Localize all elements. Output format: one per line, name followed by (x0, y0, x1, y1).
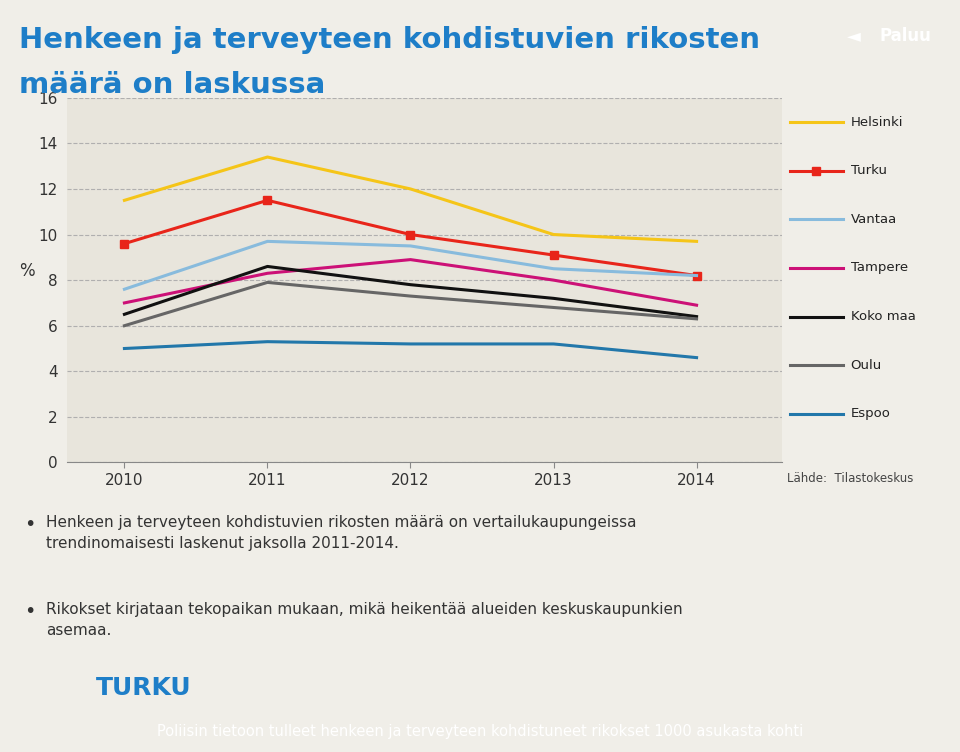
Espoo (262, 337, 274, 346)
Text: Koko maa: Koko maa (851, 310, 916, 323)
Text: määrä on laskussa: määrä on laskussa (19, 71, 325, 99)
Line: Oulu: Oulu (125, 283, 697, 326)
Oulu (119, 321, 131, 330)
Turku (405, 230, 417, 239)
Koko maa (262, 262, 274, 271)
Espoo (691, 353, 703, 362)
Vantaa (262, 237, 274, 246)
Koko maa (548, 294, 560, 303)
Koko maa (119, 310, 131, 319)
Line: Helsinki: Helsinki (125, 157, 697, 241)
Tampere (405, 255, 417, 264)
Koko maa (405, 280, 417, 290)
Tampere (119, 299, 131, 308)
Vantaa (548, 264, 560, 273)
Text: Rikokset kirjataan tekopaikan mukaan, mikä heikentää alueiden keskuskaupunkien
a: Rikokset kirjataan tekopaikan mukaan, mi… (46, 602, 683, 638)
Text: ◄: ◄ (847, 27, 861, 45)
Text: Poliisin tietoon tulleet henkeen ja terveyteen kohdistuneet rikokset 1000 asukas: Poliisin tietoon tulleet henkeen ja terv… (156, 724, 804, 738)
Helsinki (262, 153, 274, 162)
Line: Turku: Turku (120, 196, 701, 280)
Text: Paluu: Paluu (879, 27, 931, 45)
Text: Lähde:  Tilastokeskus: Lähde: Tilastokeskus (787, 472, 914, 484)
Oulu (405, 292, 417, 301)
Text: •: • (24, 515, 36, 534)
Tampere (548, 276, 560, 285)
Helsinki (691, 237, 703, 246)
Text: Henkeen ja terveyteen kohdistuvien rikosten: Henkeen ja terveyteen kohdistuvien rikos… (19, 26, 760, 54)
Turku (691, 271, 703, 280)
Turku (548, 250, 560, 259)
Turku (262, 196, 274, 205)
Vantaa (691, 271, 703, 280)
Line: Tampere: Tampere (125, 259, 697, 305)
Oulu (262, 278, 274, 287)
Text: Oulu: Oulu (851, 359, 882, 371)
Espoo (119, 344, 131, 353)
Line: Vantaa: Vantaa (125, 241, 697, 290)
Text: Tampere: Tampere (851, 262, 908, 274)
Text: •: • (24, 602, 36, 620)
Line: Espoo: Espoo (125, 341, 697, 358)
Espoo (405, 339, 417, 348)
Text: Turku: Turku (851, 164, 887, 177)
Text: TURKU: TURKU (96, 676, 192, 700)
Text: Helsinki: Helsinki (851, 116, 903, 129)
Y-axis label: %: % (19, 262, 35, 280)
Tampere (691, 301, 703, 310)
Text: Henkeen ja terveyteen kohdistuvien rikosten määrä on vertailukaupungeissa
trendi: Henkeen ja terveyteen kohdistuvien rikos… (46, 515, 636, 551)
Text: Espoo: Espoo (851, 408, 891, 420)
Koko maa (691, 312, 703, 321)
Helsinki (548, 230, 560, 239)
Helsinki (405, 184, 417, 193)
Oulu (691, 314, 703, 323)
Tampere (262, 268, 274, 277)
Vantaa (119, 285, 131, 294)
Helsinki (119, 196, 131, 205)
Text: Vantaa: Vantaa (851, 213, 897, 226)
Oulu (548, 303, 560, 312)
Vantaa (405, 241, 417, 250)
Turku (119, 239, 131, 248)
Line: Koko maa: Koko maa (125, 266, 697, 317)
Espoo (548, 339, 560, 348)
